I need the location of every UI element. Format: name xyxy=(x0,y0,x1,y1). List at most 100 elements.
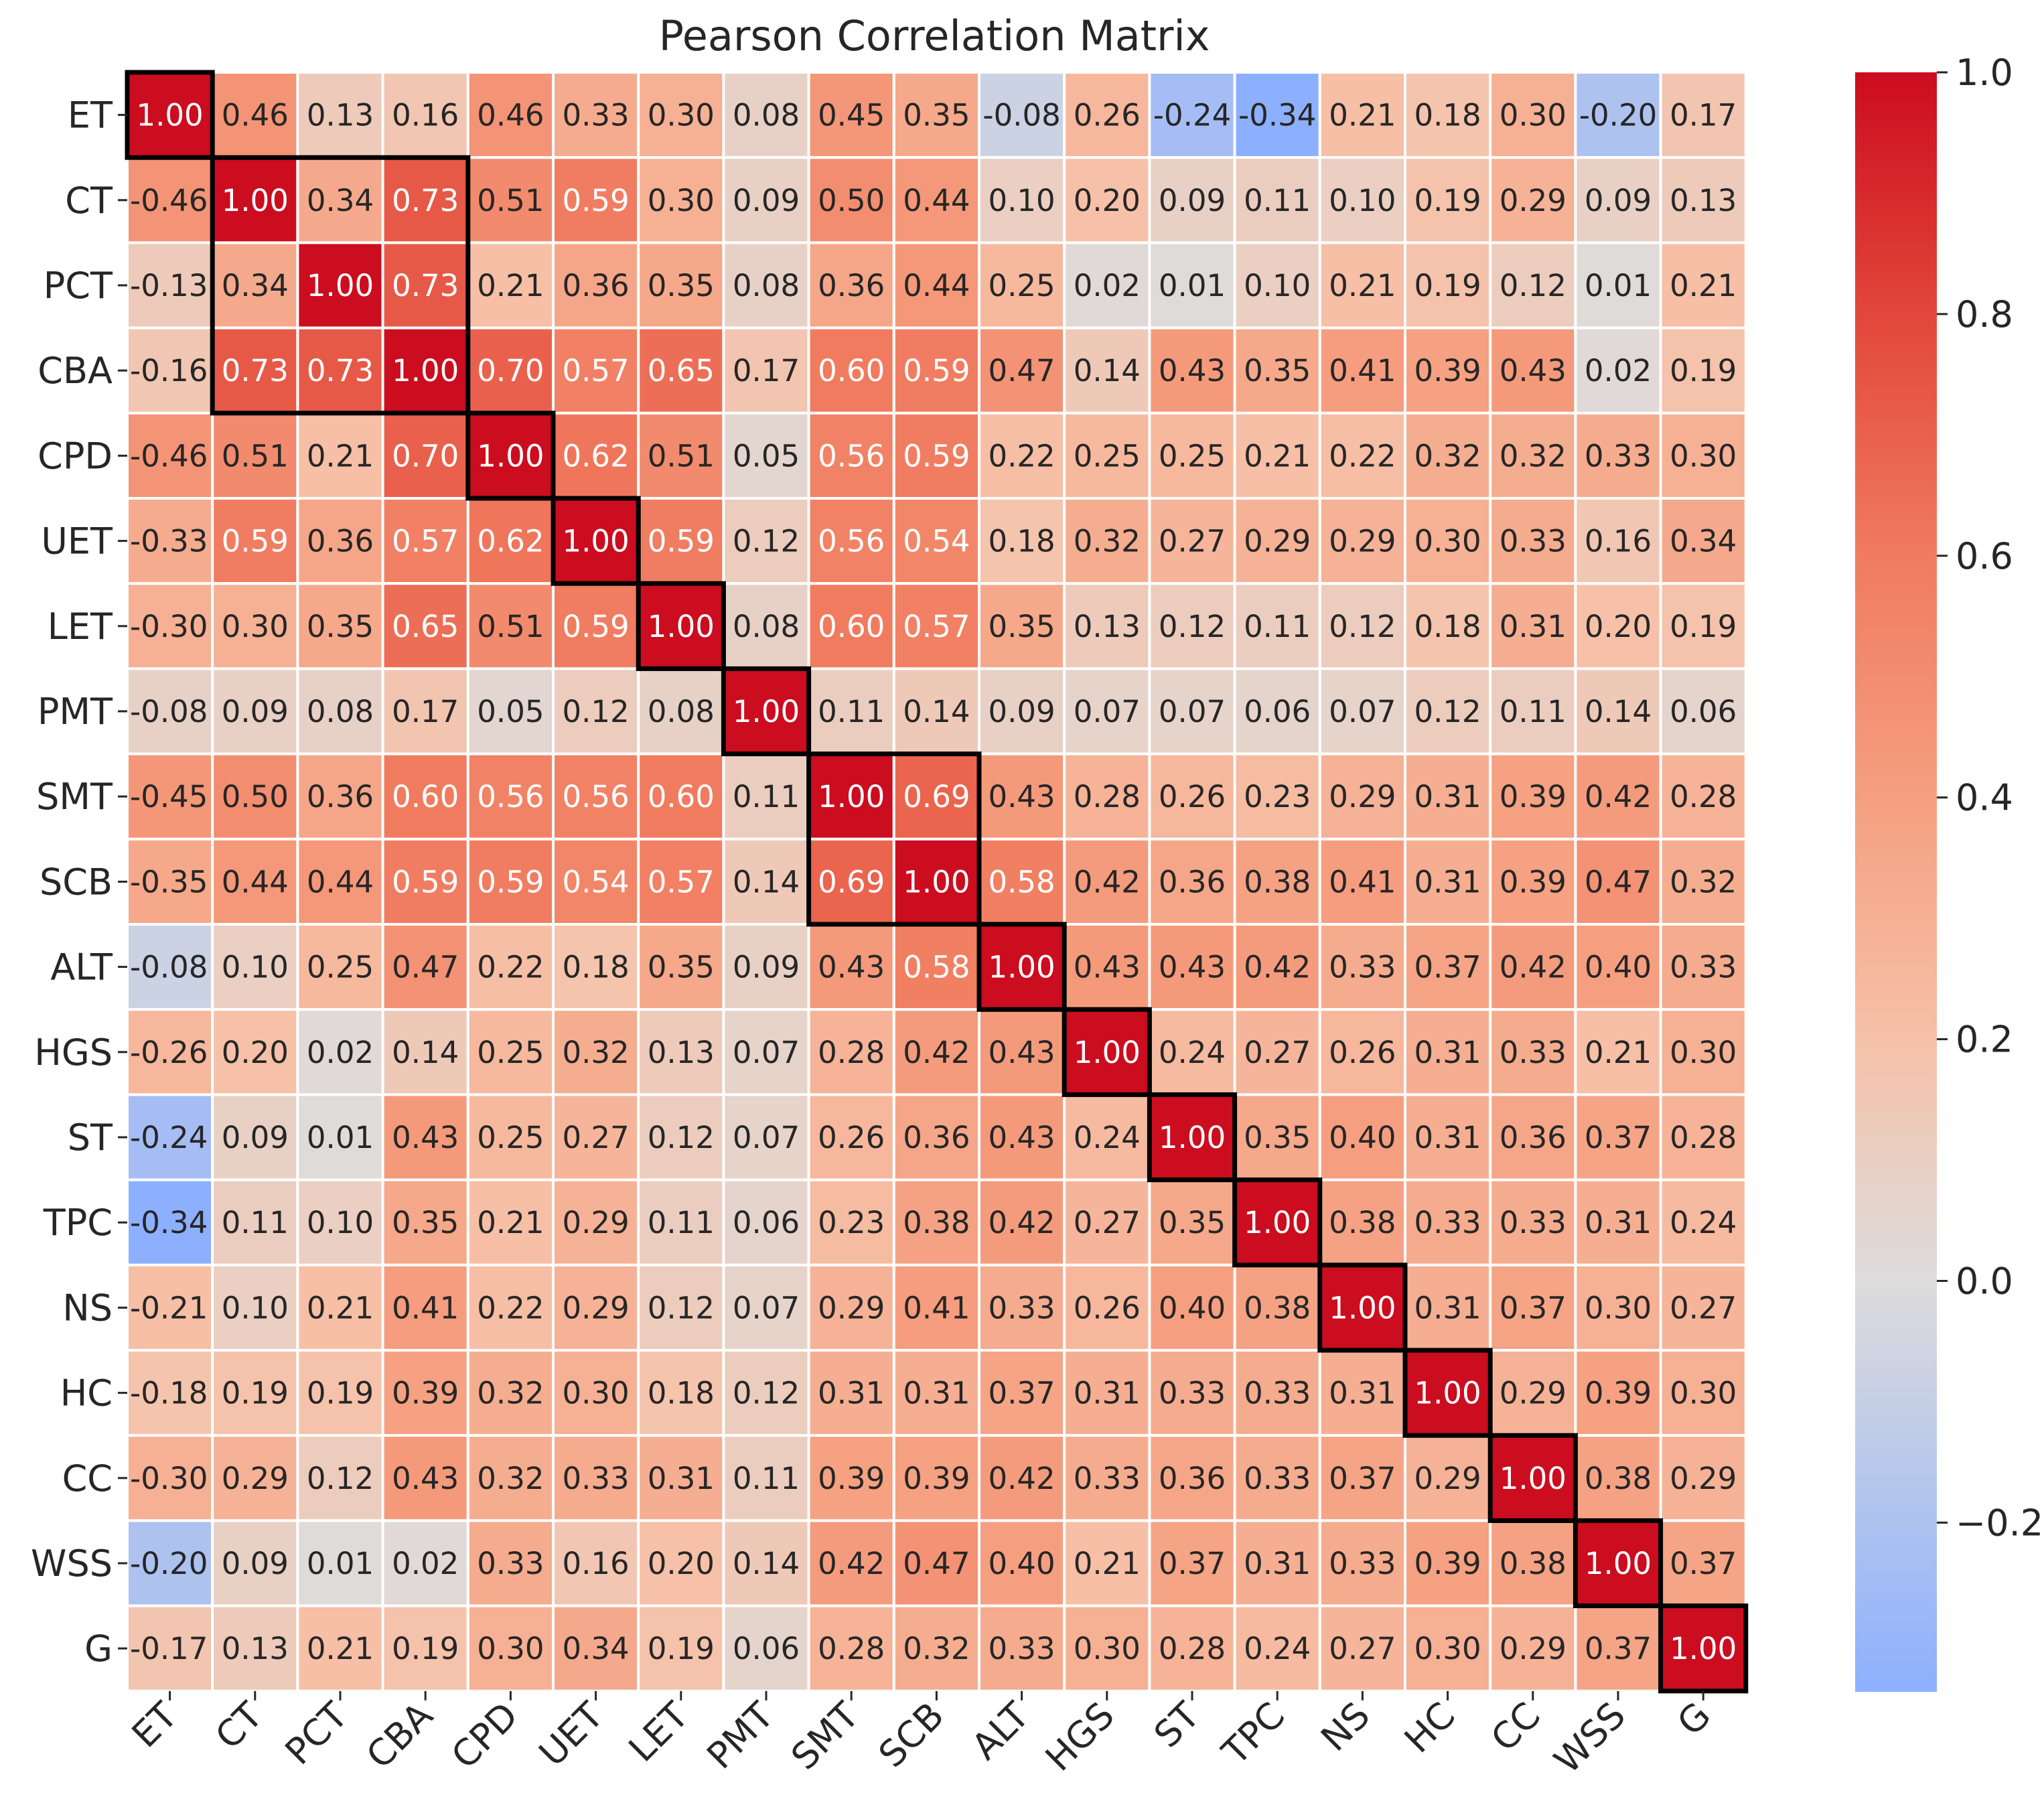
cell-value-SMT-NS: 0.29 xyxy=(1329,779,1396,814)
cell-value-UET-PMT: 0.12 xyxy=(733,524,800,559)
cell-value-PCT-LET: 0.35 xyxy=(648,268,715,303)
heatmap-cell-CPD-HC xyxy=(1404,411,1492,500)
heatmap-cell-NS-ST xyxy=(1148,1263,1236,1352)
heatmap-cell-CT-UET xyxy=(552,156,640,244)
cell-value-HGS-PMT: 0.07 xyxy=(733,1035,800,1070)
heatmap-cell-ET-PCT xyxy=(296,71,384,159)
cell-value-HC-PCT: 0.19 xyxy=(307,1376,374,1411)
cell-value-CBA-PCT: 0.73 xyxy=(307,353,374,388)
cell-value-ST-CC: 0.36 xyxy=(1500,1120,1566,1155)
cell-value-PCT-NS: 0.21 xyxy=(1329,268,1396,303)
cell-value-WSS-HC: 0.39 xyxy=(1414,1546,1481,1581)
heatmap-cell-PCT-ALT xyxy=(978,241,1066,330)
heatmap-cell-PCT-HGS xyxy=(1063,241,1151,330)
cell-value-WSS-G: 0.37 xyxy=(1670,1546,1737,1581)
heatmap-cell-CPD-CBA xyxy=(381,411,469,500)
cell-value-CT-HGS: 0.20 xyxy=(1074,183,1141,218)
cell-value-G-CC: 0.29 xyxy=(1500,1631,1566,1666)
heatmap-cell-HGS-LET xyxy=(637,1008,725,1096)
cell-value-LET-CBA: 0.65 xyxy=(392,609,459,644)
highlight-box-SMT-SCB xyxy=(806,751,982,927)
cell-value-G-UET: 0.34 xyxy=(562,1631,629,1666)
cell-value-NS-CBA: 0.41 xyxy=(392,1290,459,1325)
cell-value-UET-CPD: 0.62 xyxy=(477,524,544,559)
cell-value-CC-TPC: 0.33 xyxy=(1244,1461,1311,1496)
heatmap-cell-CC-HGS xyxy=(1063,1434,1151,1522)
y-tick-label-WSS: WSS xyxy=(31,1542,113,1585)
heatmap-cell-UET-HGS xyxy=(1063,497,1151,585)
cell-value-ST-UET: 0.27 xyxy=(562,1120,629,1155)
heatmap-cell-PCT-WSS xyxy=(1574,241,1662,330)
cell-value-G-SCB: 0.32 xyxy=(903,1631,970,1666)
cell-value-LET-CC: 0.31 xyxy=(1500,609,1566,644)
cell-value-TPC-UET: 0.29 xyxy=(562,1205,629,1240)
heatmap-cell-HGS-UET xyxy=(552,1008,640,1096)
y-axis-tick-labels: ET CT PCT CBA CPD UET LET PMT SMT SCB ALT HGS ST TPC N… xyxy=(31,94,113,1670)
heatmap-cell-HC-NS xyxy=(1318,1349,1407,1437)
y-tick-label-HGS: HGS xyxy=(34,1031,113,1074)
heatmap-cell-WSS-CPD xyxy=(466,1519,555,1607)
heatmap-cell-CC-CBA xyxy=(381,1434,469,1522)
heatmap-cell-SCB-ALT xyxy=(978,837,1066,926)
cell-value-NS-HC: 0.31 xyxy=(1414,1290,1481,1325)
y-tick-label-NS: NS xyxy=(62,1287,113,1329)
heatmap-cell-CPD-CC xyxy=(1489,411,1577,500)
heatmap-cell-HGS-WSS xyxy=(1574,1008,1662,1096)
heatmap-cell-G-SMT xyxy=(807,1604,895,1692)
cell-value-ST-PCT: 0.01 xyxy=(307,1120,374,1155)
heatmap-cell-NS-SMT xyxy=(807,1263,895,1352)
cell-value-ALT-PMT: 0.09 xyxy=(733,950,800,985)
cell-value-TPC-NS: 0.38 xyxy=(1329,1205,1396,1240)
cell-value-ET-SCB: 0.35 xyxy=(903,98,970,133)
cell-value-HC-LET: 0.18 xyxy=(648,1376,715,1411)
cell-value-CPD-TPC: 0.21 xyxy=(1244,438,1311,474)
cell-value-ET-WSS: -0.20 xyxy=(1579,98,1657,133)
cell-value-UET-ALT: 0.18 xyxy=(988,524,1055,559)
heatmap-cell-CBA-UET xyxy=(552,326,640,415)
highlight-box-WSS-WSS xyxy=(1573,1518,1664,1609)
cell-value-TPC-PMT: 0.06 xyxy=(733,1205,800,1240)
row-leading-value-CPD: -0.46 xyxy=(130,438,208,474)
heatmap-cell-CC-PMT xyxy=(722,1434,810,1522)
row-leading-value-CBA: -0.16 xyxy=(130,353,208,388)
cell-value-SCB-SCB: 1.00 xyxy=(903,864,970,899)
cell-value-HGS-LET: 0.13 xyxy=(648,1035,715,1070)
cell-value-TPC-CPD: 0.21 xyxy=(477,1205,544,1240)
cell-value-SMT-PMT: 0.11 xyxy=(733,779,800,814)
cell-value-UET-SMT: 0.56 xyxy=(818,524,885,559)
cell-value-ALT-UET: 0.18 xyxy=(562,950,629,985)
heatmap-cell-G-PCT xyxy=(296,1604,384,1692)
highlight-box-UET-UET xyxy=(551,496,641,586)
cell-value-PMT-TPC: 0.06 xyxy=(1244,694,1311,729)
cell-value-SMT-CPD: 0.56 xyxy=(477,779,544,814)
cell-value-NS-CT: 0.10 xyxy=(222,1290,289,1325)
cell-value-LET-PCT: 0.35 xyxy=(307,609,374,644)
cell-value-PMT-SCB: 0.14 xyxy=(903,694,970,729)
cell-value-PMT-CBA: 0.17 xyxy=(392,694,459,729)
cell-value-PCT-CPD: 0.21 xyxy=(477,268,544,303)
cell-value-WSS-UET: 0.16 xyxy=(562,1546,629,1581)
heatmap-cell-CPD-ST xyxy=(1148,411,1236,500)
cell-value-ET-PCT: 0.13 xyxy=(307,98,374,133)
cell-value-SMT-G: 0.28 xyxy=(1670,779,1737,814)
cell-value-ALT-CBA: 0.47 xyxy=(392,950,459,985)
heatmap-cell-WSS-NS xyxy=(1318,1519,1407,1607)
cell-value-CPD-UET: 0.62 xyxy=(562,438,629,474)
heatmap-cell-ET-SCB xyxy=(892,71,981,159)
cell-value-HGS-NS: 0.26 xyxy=(1329,1035,1396,1070)
cell-value-CPD-SCB: 0.59 xyxy=(903,438,970,474)
heatmap-cell-LET-TPC xyxy=(1233,582,1321,670)
cell-value-UET-UET: 1.00 xyxy=(562,524,629,559)
heatmap-cell-ET-SMT xyxy=(807,71,895,159)
cell-value-ALT-SMT: 0.43 xyxy=(818,950,885,985)
cell-value-G-HC: 0.30 xyxy=(1414,1631,1481,1666)
y-tick-label-G: G xyxy=(84,1628,113,1670)
heatmap-cell-PMT-WSS xyxy=(1574,667,1662,755)
cell-value-UET-CT: 0.59 xyxy=(222,524,289,559)
cell-value-PCT-HC: 0.19 xyxy=(1414,268,1481,303)
cell-value-UET-LET: 0.59 xyxy=(648,524,715,559)
cell-value-CPD-SMT: 0.56 xyxy=(818,438,885,474)
heatmap-cell-PCT-SCB xyxy=(892,241,981,330)
heatmap-cell-CC-CT xyxy=(211,1434,299,1522)
cell-value-PCT-CT: 0.34 xyxy=(222,268,289,303)
